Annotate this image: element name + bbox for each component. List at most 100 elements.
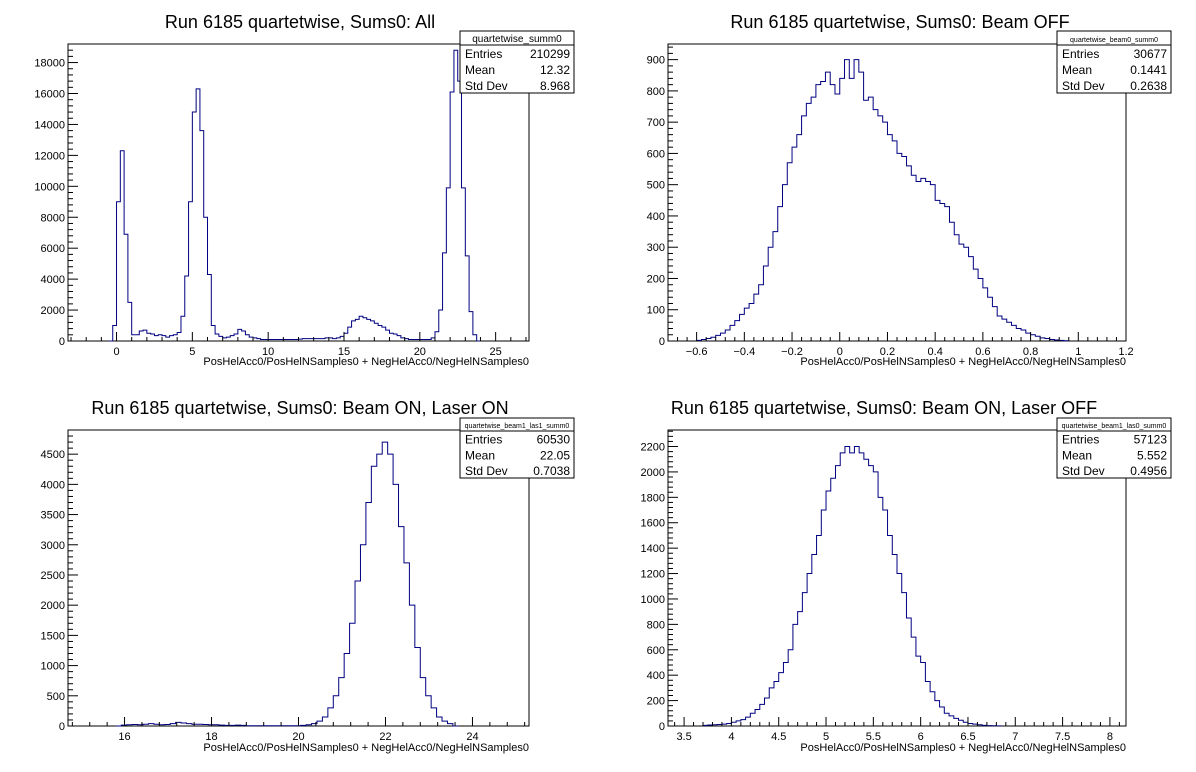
y-tick-label: 6000 [41, 243, 65, 255]
y-tick-label: 1800 [641, 492, 665, 504]
stats-box: quartetwise_beam0_summ0 Entries 30677 Mean 0… [1056, 30, 1172, 94]
y-tick-label: 2000 [41, 305, 65, 317]
y-tick-label: 800 [647, 86, 665, 98]
stats-box: quartetwise_beam1_las1_summ0 Entries 60530… [459, 417, 575, 479]
x-axis-label: PosHelAcc0/PosHelNSamples0 + NegHelAcc0/… [203, 356, 529, 368]
y-tick-label: 400 [647, 211, 665, 223]
stats-label: Entries [1062, 433, 1099, 447]
chart-title: Run 6185 quartetwise, Sums0: Beam ON, La… [91, 398, 508, 418]
x-tick-label: 1 [1075, 346, 1081, 358]
y-tick-label: 0 [659, 721, 665, 733]
stats-box: quartetwise_summ0 Entries 210299 Mean 12.32 S… [459, 30, 575, 94]
y-axis: 0 500 1000 1500 2000 2500 3000 3500 4000 4500 [41, 429, 78, 733]
x-axis-label: PosHelAcc0/PosHelNSamples0 + NegHelAcc0/… [203, 742, 529, 754]
stats-name: quartetwise_beam0_summ0 [1070, 37, 1158, 44]
y-tick-label: 1200 [641, 569, 665, 581]
x-tick-label: 8 [1107, 731, 1113, 743]
stats-frame [459, 30, 575, 94]
stats-name: quartetwise_beam1_las1_summ0 [465, 423, 570, 430]
x-tick-label: 20 [292, 731, 304, 743]
stats-value: 57123 [1134, 433, 1168, 447]
y-tick-label: 8000 [41, 212, 65, 224]
x-tick-label: 0.4 [928, 346, 943, 358]
x-tick-label: 3.5 [676, 731, 691, 743]
x-tick-label: −0.2 [781, 346, 803, 358]
stats-label: Std Dev [1062, 79, 1105, 93]
y-tick-label: 0 [59, 721, 65, 733]
y-tick-label: 900 [647, 55, 665, 67]
x-axis-label: PosHelAcc0/PosHelNSamples0 + NegHelAcc0/… [800, 742, 1126, 754]
x-tick-label: 20 [414, 346, 426, 358]
y-tick-label: 0 [59, 336, 65, 348]
x-tick-label: 0.8 [1023, 346, 1038, 358]
y-tick-label: 500 [47, 691, 65, 703]
stats-frame [1056, 30, 1172, 94]
stats-value: 210299 [530, 47, 570, 61]
y-tick-label: 10000 [34, 181, 65, 193]
x-tick-label: 7 [1012, 731, 1018, 743]
y-tick-label: 2000 [641, 467, 665, 479]
x-tick-label: 0.6 [975, 346, 990, 358]
stats-label: Mean [1062, 448, 1092, 462]
stats-name: quartetwise_beam1_las0_summ0 [1062, 423, 1167, 430]
x-tick-label: 1.2 [1118, 346, 1133, 358]
stats-label: Entries [1062, 47, 1099, 61]
x-tick-label: 4 [728, 731, 734, 743]
stats-label: Mean [1062, 63, 1092, 77]
y-tick-label: 2500 [41, 570, 65, 582]
x-axis: −0.6 −0.4 −0.2 0 0.2 0.4 0.6 0.8 1 1.2 [667, 332, 1134, 358]
y-axis: 0 100 200 300 400 500 600 700 800 900 [647, 46, 678, 348]
y-tick-label: 200 [647, 696, 665, 708]
y-tick-label: 2000 [41, 600, 65, 612]
y-tick-label: 800 [647, 619, 665, 631]
histogram-panel-all: Run 6185 quartetwise, Sums0: All 0 5 10 15 20… [34, 12, 575, 368]
y-tick-label: 4000 [41, 274, 65, 286]
x-axis: 16 18 20 22 24 [71, 717, 526, 743]
x-tick-label: 0 [837, 346, 843, 358]
stats-value: 0.7038 [533, 464, 570, 478]
stats-label: Mean [465, 448, 495, 462]
x-tick-label: 18 [205, 731, 217, 743]
stats-value: 0.2638 [1130, 79, 1167, 93]
x-tick-label: 5 [189, 346, 195, 358]
x-tick-label: 25 [490, 346, 502, 358]
histogram-line [696, 59, 1070, 342]
y-tick-label: 300 [647, 242, 665, 254]
y-axis: 0 200 400 600 800 1000 1200 1400 1600 1800 2000 220… [641, 430, 678, 733]
stats-label: Std Dev [1062, 464, 1105, 478]
y-tick-label: 600 [647, 645, 665, 657]
y-tick-label: 1400 [641, 543, 665, 555]
x-tick-label: 6 [918, 731, 924, 743]
x-tick-label: 10 [262, 346, 274, 358]
stats-frame [1056, 417, 1172, 479]
x-axis-label: PosHelAcc0/PosHelNSamples0 + NegHelAcc0/… [800, 356, 1126, 368]
chart-title: Run 6185 quartetwise, Sums0: Beam OFF [730, 12, 1069, 32]
stats-value: 30677 [1134, 47, 1168, 61]
histogram-line [115, 441, 459, 727]
stats-value: 0.4956 [1130, 464, 1167, 478]
stats-box: quartetwise_beam1_las0_summ0 Entries 57123… [1056, 417, 1172, 479]
chart-title: Run 6185 quartetwise, Sums0: All [165, 12, 435, 32]
stats-label: Std Dev [465, 79, 508, 93]
y-axis: 0 2000 4000 6000 8000 10000 12000 14000 16000 180… [34, 43, 78, 348]
y-tick-label: 500 [647, 180, 665, 192]
y-tick-label: 18000 [34, 58, 65, 70]
x-tick-label: 24 [466, 731, 478, 743]
x-tick-label: 4.5 [771, 731, 786, 743]
stats-label: Entries [465, 47, 502, 61]
histogram-line [702, 446, 1002, 727]
y-tick-label: 600 [647, 148, 665, 160]
y-tick-label: 1500 [41, 630, 65, 642]
y-tick-label: 3000 [41, 540, 65, 552]
x-tick-label: 16 [118, 731, 130, 743]
chart-title: Run 6185 quartetwise, Sums0: Beam ON, La… [671, 398, 1097, 418]
y-tick-label: 100 [647, 305, 665, 317]
x-tick-label: 6.5 [960, 731, 975, 743]
y-tick-label: 4000 [41, 479, 65, 491]
y-tick-label: 16000 [34, 89, 65, 101]
histogram-panel-beam-off: Run 6185 quartetwise, Sums0: Beam OFF −0.… [647, 12, 1172, 368]
x-tick-label: 5.5 [866, 731, 881, 743]
y-tick-label: 400 [647, 670, 665, 682]
y-tick-label: 4500 [41, 449, 65, 461]
x-tick-label: 15 [338, 346, 350, 358]
